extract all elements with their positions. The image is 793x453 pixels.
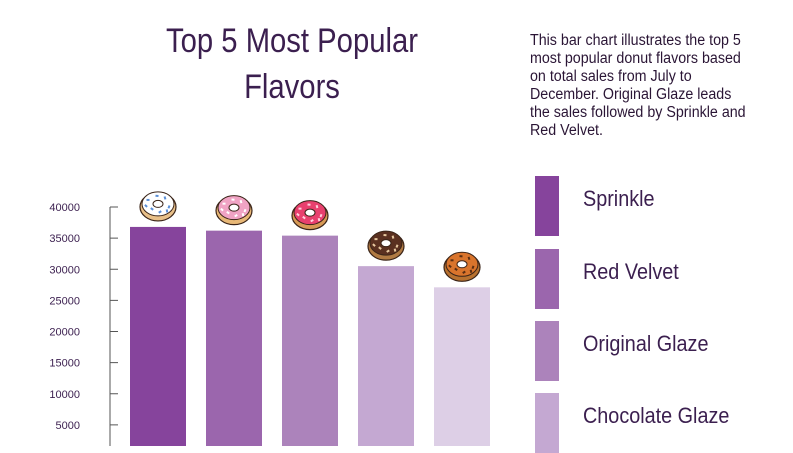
y-tick-label: 25000	[49, 295, 80, 307]
legend-label: Chocolate Glaze	[583, 403, 730, 428]
legend-label: Red Velvet	[583, 259, 679, 284]
legend-swatch	[535, 249, 559, 309]
bar-chocolate-glaze	[358, 266, 414, 446]
sprinkle-donut-icon	[139, 191, 177, 222]
y-tick-label: 20000	[49, 327, 80, 339]
y-tick-label: 15000	[49, 358, 80, 370]
legend-item-original-glaze: Original Glaze	[535, 321, 785, 381]
y-tick-label: 5000	[56, 420, 80, 432]
legend-item-sprinkle: Sprinkle	[535, 176, 785, 236]
legend-swatch	[535, 393, 559, 453]
bar-maple-glaze	[434, 287, 490, 446]
pink-donut-icon	[215, 195, 253, 226]
legend-label: Sprinkle	[583, 186, 655, 211]
legend-item-chocolate-glaze: Chocolate Glaze	[535, 393, 785, 453]
bar-original-glaze	[282, 235, 338, 446]
y-tick-label: 40000	[49, 202, 80, 214]
y-tick-label: 30000	[49, 264, 80, 276]
y-tick-label: 35000	[49, 233, 80, 245]
chart-description: This bar chart illustrates the top 5 mos…	[530, 32, 746, 139]
orange-sprinkle-donut-icon	[443, 251, 481, 282]
bar-sprinkle	[130, 226, 186, 446]
legend-swatch	[535, 176, 559, 236]
red-glaze-donut-icon	[291, 200, 329, 231]
legend-label: Original Glaze	[583, 331, 709, 356]
y-tick-label: 10000	[49, 389, 80, 401]
chocolate-donut-icon	[367, 230, 405, 261]
legend-swatch	[535, 321, 559, 381]
bar-red-velvet	[206, 230, 262, 446]
chart-title: Top 5 Most Popular Flavors	[166, 22, 418, 106]
legend-item-red-velvet: Red Velvet	[535, 249, 785, 309]
